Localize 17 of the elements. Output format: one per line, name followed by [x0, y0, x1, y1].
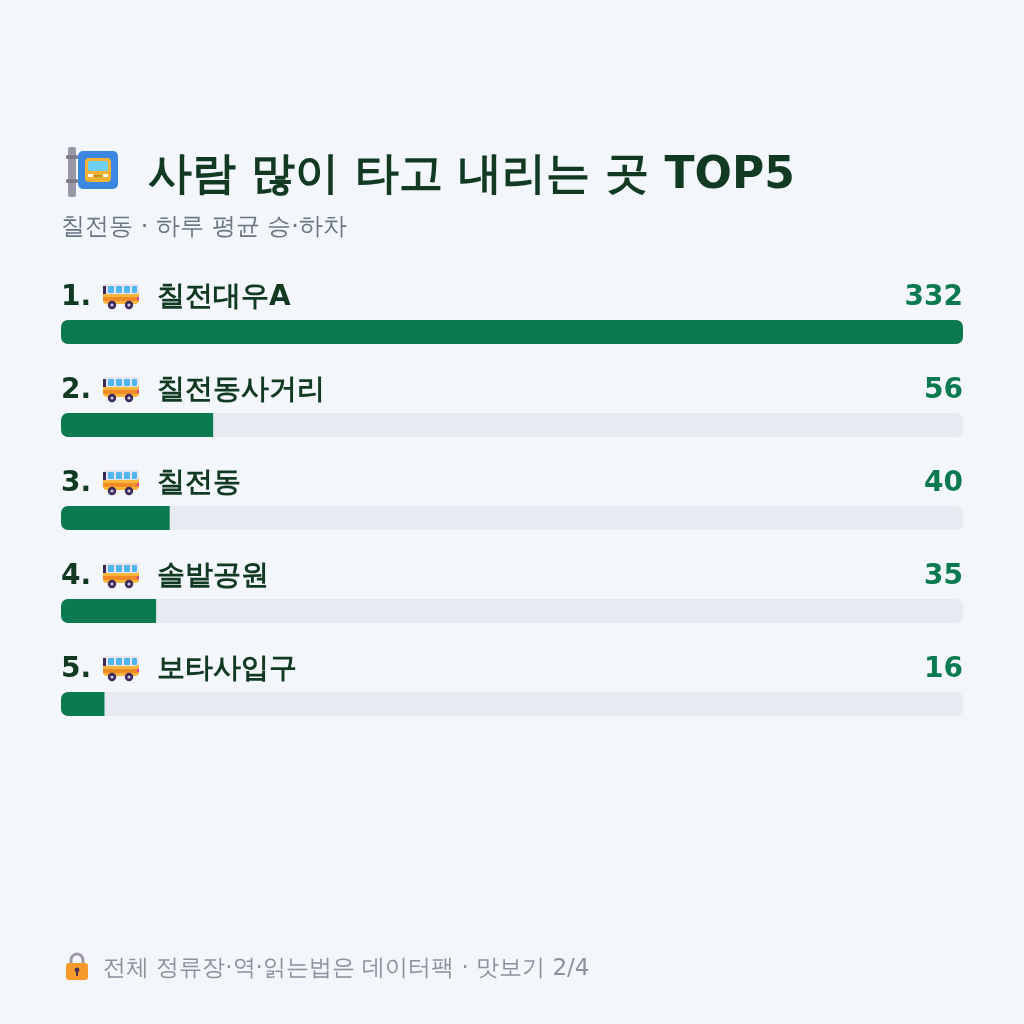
category-label: 5. 보타사입구 — [61, 651, 297, 684]
category-label: 4. 솔밭공원 — [61, 558, 269, 591]
bar — [61, 506, 170, 530]
data-label: 40 — [924, 465, 963, 498]
category-label: 2. 칠전동사거리 — [61, 372, 325, 405]
data-label: 35 — [924, 558, 963, 591]
bar — [61, 692, 105, 716]
data-label: 332 — [904, 279, 963, 312]
data-label: 56 — [924, 372, 963, 405]
chart-subtitle: 칠전동 · 하루 평균 승·하차 — [61, 212, 347, 240]
category-label: 1. 칠전대우A — [61, 279, 291, 312]
bar — [61, 599, 157, 623]
bar — [61, 413, 214, 437]
chart-title: 사람 많이 타고 내리는 곳 TOP5 — [148, 147, 795, 198]
data-label: 16 — [924, 651, 963, 684]
text: 전체 정류장·역·읽는법은 데이터팩 · 맛보기 2/4 — [103, 954, 590, 980]
category-label: 3. 칠전동 — [61, 465, 241, 498]
